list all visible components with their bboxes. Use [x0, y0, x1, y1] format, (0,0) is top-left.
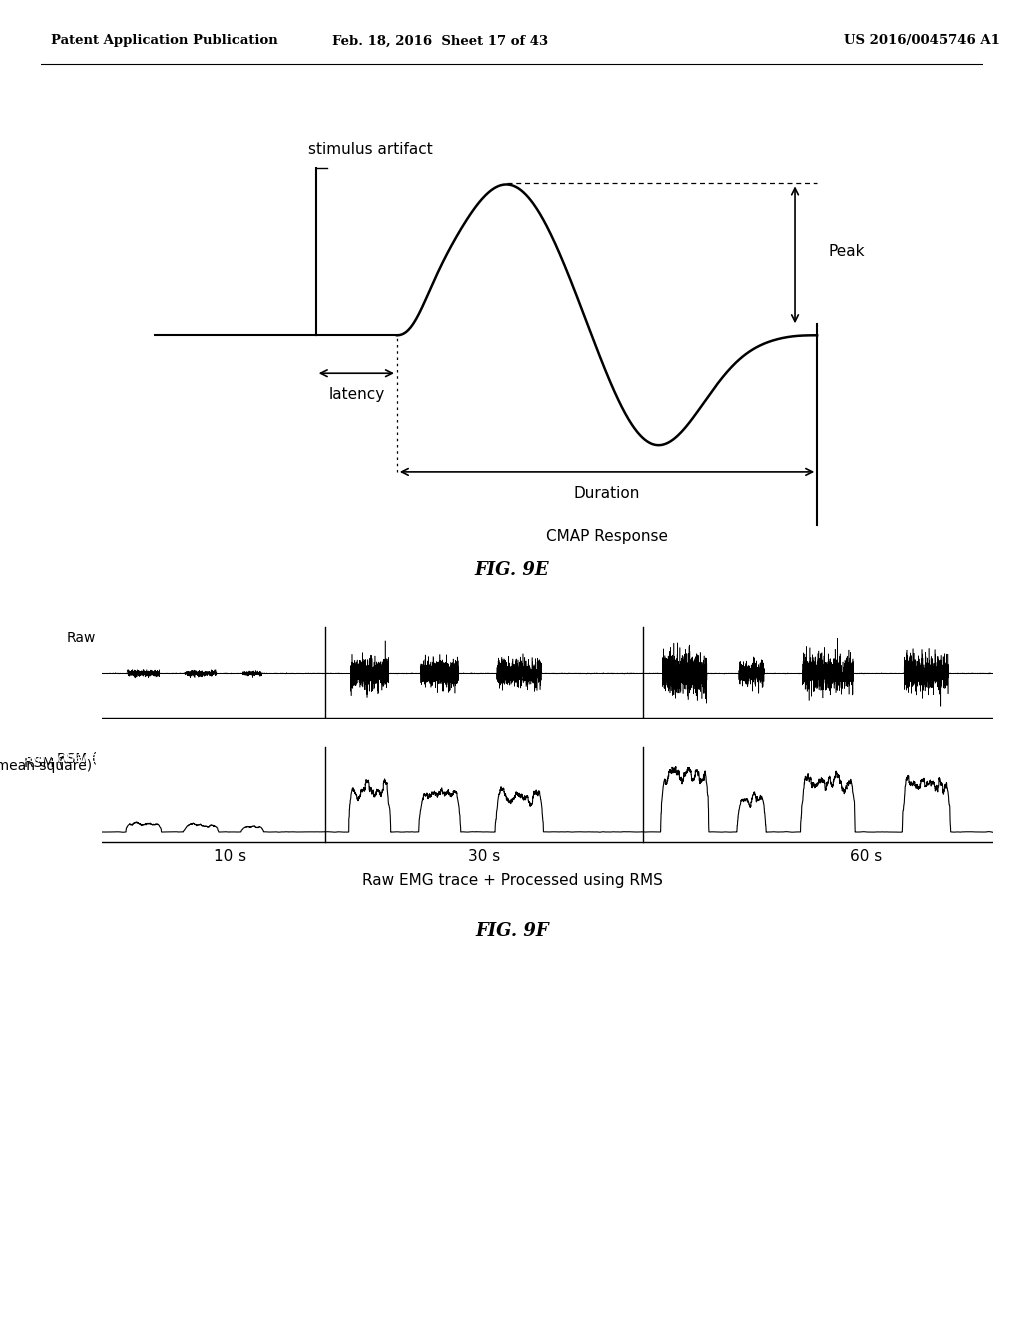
Text: Patent Application Publication: Patent Application Publication — [51, 34, 278, 48]
Text: Feb. 18, 2016  Sheet 17 of 43: Feb. 18, 2016 Sheet 17 of 43 — [332, 34, 549, 48]
Text: FIG. 9E: FIG. 9E — [475, 561, 549, 579]
Text: stimulus artifact: stimulus artifact — [308, 143, 433, 157]
Text: Peak: Peak — [828, 244, 864, 259]
Text: Raw EMG trace + Processed using RMS: Raw EMG trace + Processed using RMS — [361, 873, 663, 888]
Text: 10 s: 10 s — [214, 849, 246, 865]
Text: latency: latency — [329, 387, 384, 401]
Text: root mean square: root mean square — [0, 751, 97, 766]
Text: RSM (root mean square): RSM (root mean square) — [0, 759, 92, 772]
Text: RSM (: RSM ( — [57, 751, 97, 766]
Text: CMAP Response: CMAP Response — [546, 529, 668, 544]
Text: US 2016/0045746 A1: US 2016/0045746 A1 — [844, 34, 999, 48]
Text: Raw: Raw — [67, 631, 96, 645]
Text: 30 s: 30 s — [468, 849, 501, 865]
Text: 60 s: 60 s — [850, 849, 882, 865]
Text: root mean square: root mean square — [65, 755, 187, 770]
Text: FIG. 9F: FIG. 9F — [475, 921, 549, 940]
Text: RSM (: RSM ( — [24, 755, 65, 770]
Text: Duration: Duration — [573, 486, 640, 500]
